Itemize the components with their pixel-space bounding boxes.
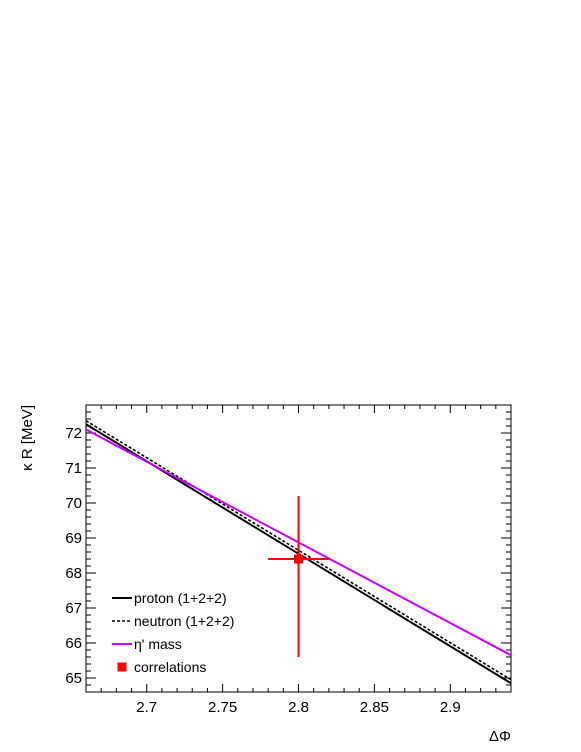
- y-axis: 65 66 67 68 69 70 71 72: [65, 404, 511, 693]
- legend-marker: [117, 662, 127, 672]
- x-tick-label: 2.75: [208, 699, 237, 716]
- x-tick-label: 2.8: [288, 699, 309, 716]
- x-tick-label: 2.7: [136, 699, 157, 716]
- y-tick-label: 68: [65, 565, 82, 582]
- series-line: [86, 420, 511, 681]
- legend-label: proton (1+2+2): [134, 590, 227, 606]
- x-axis-title: ΔΦ: [489, 728, 511, 745]
- series-points: [268, 496, 329, 657]
- y-tick-label: 67: [65, 600, 82, 617]
- y-axis-title: κ R [MeV]: [19, 405, 36, 471]
- x-tick-label: 2.9: [440, 699, 461, 716]
- legend: proton (1+2+2) neutron (1+2+2) η' mass corr…: [112, 590, 234, 675]
- data-point: [294, 554, 303, 564]
- legend-label: η' mass: [134, 636, 182, 652]
- y-tick-label: 65: [65, 670, 82, 687]
- y-tick-label: 71: [65, 460, 82, 477]
- x-tick-label: 2.85: [360, 699, 389, 716]
- legend-label: correlations: [134, 659, 206, 675]
- y-tick-label: 66: [65, 635, 82, 652]
- y-tick-label: 72: [65, 425, 82, 442]
- y-tick-label: 70: [65, 495, 82, 512]
- x-axis: 2.7 2.75 2.8 2.85 2.9: [85, 405, 512, 716]
- legend-label: neutron (1+2+2): [134, 613, 234, 629]
- y-tick-label: 69: [65, 530, 82, 547]
